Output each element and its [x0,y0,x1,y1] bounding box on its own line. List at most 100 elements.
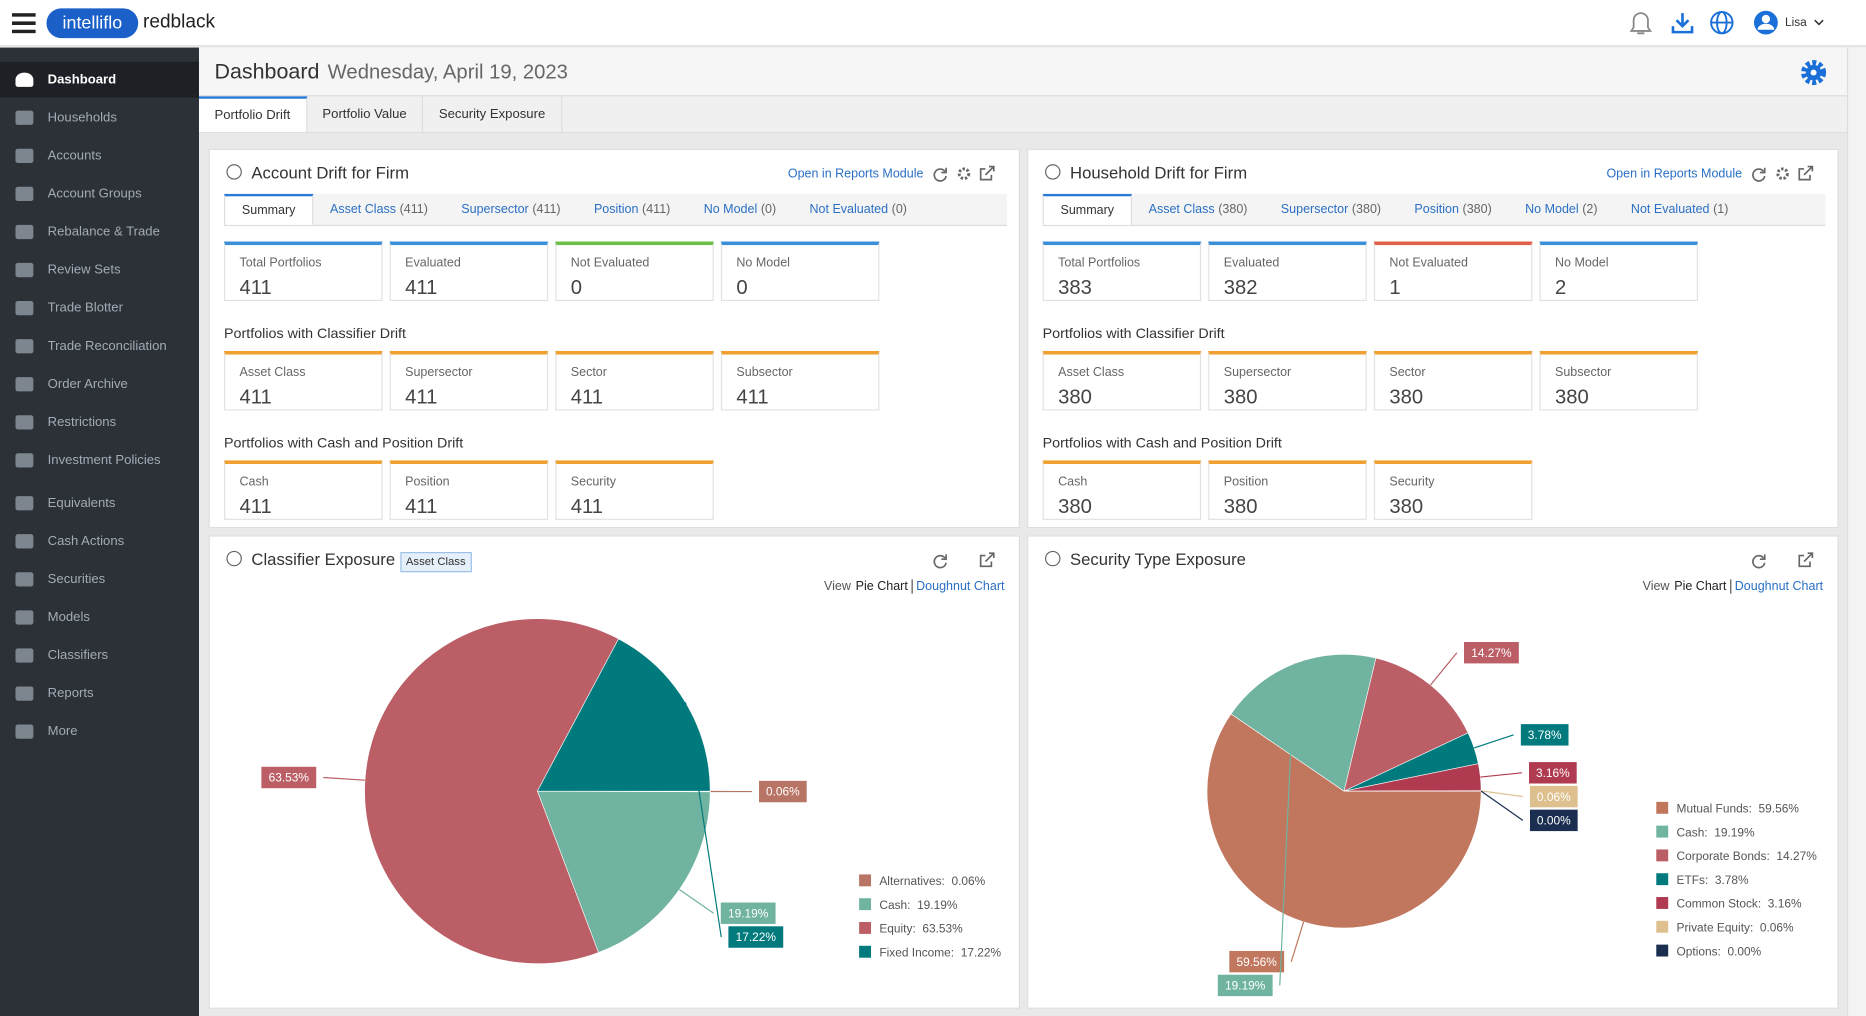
drift-tab[interactable]: Position (380) [1398,194,1509,225]
collapse-icon[interactable] [226,164,242,180]
classifier-badge[interactable]: Asset Class [399,552,472,573]
drift-tab-count: (2) [1582,202,1598,217]
view-option[interactable]: Doughnut Chart [1729,579,1824,594]
drift-tabs: Summary Asset Class (411) Supersector (411) P… [224,193,1007,227]
sidebar-item[interactable]: Trade Blotter [0,290,199,326]
page-tab[interactable]: Portfolio Drift [198,96,307,133]
stat-label: Total Portfolios [239,255,322,271]
reports-link[interactable]: Open in Reports Module [787,166,924,181]
drift-tab-count: (380) [1351,202,1382,217]
sidebar-item[interactable]: Equivalents [0,485,199,521]
sidebar-item[interactable]: Accounts [0,138,199,174]
globe-icon[interactable] [1710,10,1734,35]
sidebar-icon [15,724,34,739]
sidebar-item[interactable]: Order Archive [0,366,199,402]
stat-card: No Model 0 [720,241,880,301]
drift-tab-count: (411) [399,202,428,217]
sidebar-item[interactable]: Investment Policies [0,443,199,479]
download-icon[interactable] [1671,13,1694,34]
user-name[interactable]: Lisa [1785,15,1807,29]
collapse-icon[interactable] [1045,550,1061,567]
refresh-icon[interactable] [933,554,947,569]
legend-swatch [1656,873,1669,886]
view-option[interactable]: Doughnut Chart [911,579,1005,594]
drift-tab-count: (380) [1218,202,1248,217]
view-option[interactable]: Pie Chart [1674,579,1727,594]
sidebar-item[interactable]: Households [0,100,199,136]
sidebar-item[interactable]: Trade Reconciliation [0,328,199,364]
drift-tab[interactable]: No Model (0) [687,194,793,225]
drift-tab-count: (1) [1713,202,1729,217]
popout-icon[interactable] [1798,165,1814,181]
popout-icon[interactable] [1798,552,1814,568]
section-heading: Portfolios with Classifier Drift [224,324,406,342]
drift-tab[interactable]: Summary [1042,193,1132,225]
drift-tab[interactable]: No Model (2) [1508,194,1614,225]
data-label-box [1520,724,1569,746]
drift-tab[interactable]: Not Evaluated (0) [793,194,924,225]
refresh-icon[interactable] [1752,554,1766,569]
popout-icon[interactable] [979,552,995,568]
page-tab[interactable]: Security Exposure [423,96,562,133]
legend-swatch [1656,920,1669,933]
sidebar-item[interactable]: Account Groups [0,176,199,212]
popout-icon[interactable] [979,165,995,181]
stat-value: 1 [1389,276,1401,299]
stat-value: 0 [736,276,748,299]
pie-slice [1343,657,1469,792]
data-label: 19.19% [1225,979,1266,993]
stat-card: No Model 2 [1539,241,1698,301]
sidebar-icon [15,186,34,202]
sidebar-item[interactable]: Securities [0,562,199,598]
reports-link[interactable]: Open in Reports Module [1606,166,1743,181]
sidebar-item[interactable]: Rebalance & Trade [0,214,199,250]
stat-card: Sector 380 [1373,350,1533,411]
drift-tab[interactable]: Asset Class (380) [1132,194,1264,225]
sidebar-item[interactable]: Reports [0,676,199,712]
drift-tab[interactable]: Asset Class (411) [313,194,444,225]
stat-label: Total Portfolios [1058,255,1141,271]
drift-tab[interactable]: Supersector (411) [445,194,578,225]
gear-icon[interactable] [957,167,971,180]
sidebar-item[interactable]: Cash Actions [0,523,199,559]
settings-icon[interactable] [1799,58,1828,87]
sidebar-item[interactable]: More [0,714,199,750]
menu-icon[interactable] [11,13,36,34]
drift-tab-label: Supersector [1280,202,1349,217]
refresh-icon[interactable] [1752,167,1766,182]
user-icon[interactable] [1753,10,1778,35]
data-label: 59.56% [1237,955,1278,969]
drift-tab[interactable]: Not Evaluated (1) [1614,194,1745,225]
panel-title: Account Drift for Firm [251,162,410,183]
sidebar-item[interactable]: Restrictions [0,404,199,440]
sidebar-item[interactable]: Models [0,600,199,636]
stat-label: Supersector [1223,365,1292,380]
stat-label: Subsector [736,365,793,380]
collapse-icon[interactable] [1045,164,1061,180]
page-date: Wednesday, April 19, 2023 [327,60,568,84]
scrollbar[interactable] [1846,47,1866,1016]
sidebar-item[interactable]: Dashboard [0,61,199,98]
sidebar-item[interactable]: Review Sets [0,252,199,288]
drift-tab[interactable]: Summary [224,193,314,225]
drift-tab[interactable]: Position (411) [577,194,687,225]
legend-label: Cash: 19.19% [879,898,957,912]
sidebar-item[interactable]: Classifiers [0,638,199,674]
sidebar-label: Investment Policies [47,453,161,468]
gear-icon[interactable] [1776,167,1789,180]
stat-value: 411 [405,276,438,299]
top-bar: intelliflo redblack Lisa [0,0,1866,47]
page-tab[interactable]: Portfolio Value [307,96,424,133]
data-label: 14.27% [1471,646,1512,660]
data-label: 0.00% [1537,814,1571,828]
bell-icon[interactable] [1629,12,1652,35]
sidebar-label: Trade Reconciliation [47,339,167,354]
view-option[interactable]: Pie Chart [855,579,908,594]
drift-tab[interactable]: Supersector (380) [1264,194,1398,225]
stat-card: Not Evaluated 1 [1373,241,1533,301]
leader-line [1480,790,1524,821]
collapse-icon[interactable] [226,550,242,567]
refresh-icon[interactable] [933,167,947,182]
user-caret[interactable] [1814,19,1824,26]
stat-card: Position 380 [1208,460,1367,520]
